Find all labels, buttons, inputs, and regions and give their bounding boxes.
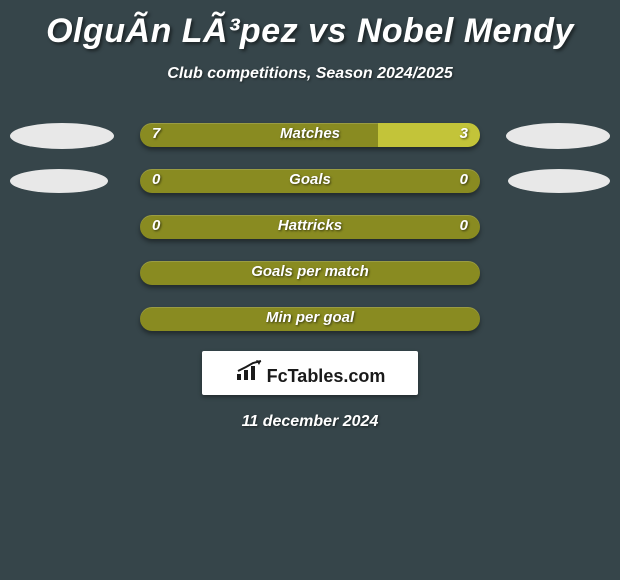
stat-label: Matches [140, 125, 480, 142]
comparison-chart: Matches73Goals00Hattricks00Goals per mat… [0, 119, 620, 349]
date-text: 11 december 2024 [0, 413, 620, 431]
stat-label: Goals per match [140, 263, 480, 280]
stat-value-right: 0 [460, 217, 468, 234]
logo-text: FcTables.com [267, 366, 386, 387]
stat-bar: Goals per match [140, 261, 480, 285]
stat-row: Hattricks0 0 [0, 211, 620, 257]
player-avatar-left [10, 169, 108, 193]
player-avatar-right [508, 169, 610, 193]
player-avatar-right [506, 123, 610, 149]
stat-value-left: 0 [152, 171, 160, 188]
stat-value-left: 7 [152, 125, 160, 142]
stat-row: Matches7 3 [0, 119, 620, 165]
chart-icon [235, 360, 263, 382]
page-title: OlguÃ­n LÃ³pez vs Nobel Mendy [0, 0, 620, 51]
stat-value-right: 3 [460, 125, 468, 142]
stat-bar: Matches7 3 [140, 123, 480, 147]
stat-value-right: 0 [460, 171, 468, 188]
logo-box: FcTables.com [202, 351, 418, 395]
stat-row: Goals0 0 [0, 165, 620, 211]
stat-bar: Hattricks0 0 [140, 215, 480, 239]
stat-bar: Goals0 0 [140, 169, 480, 193]
stat-bar: Min per goal [140, 307, 480, 331]
page-subtitle: Club competitions, Season 2024/2025 [0, 65, 620, 83]
stat-label: Hattricks [140, 217, 480, 234]
stat-value-left: 0 [152, 217, 160, 234]
stat-row: Min per goal [0, 303, 620, 349]
stat-row: Goals per match [0, 257, 620, 303]
player-avatar-left [10, 123, 114, 149]
stat-label: Goals [140, 171, 480, 188]
stat-label: Min per goal [140, 309, 480, 326]
